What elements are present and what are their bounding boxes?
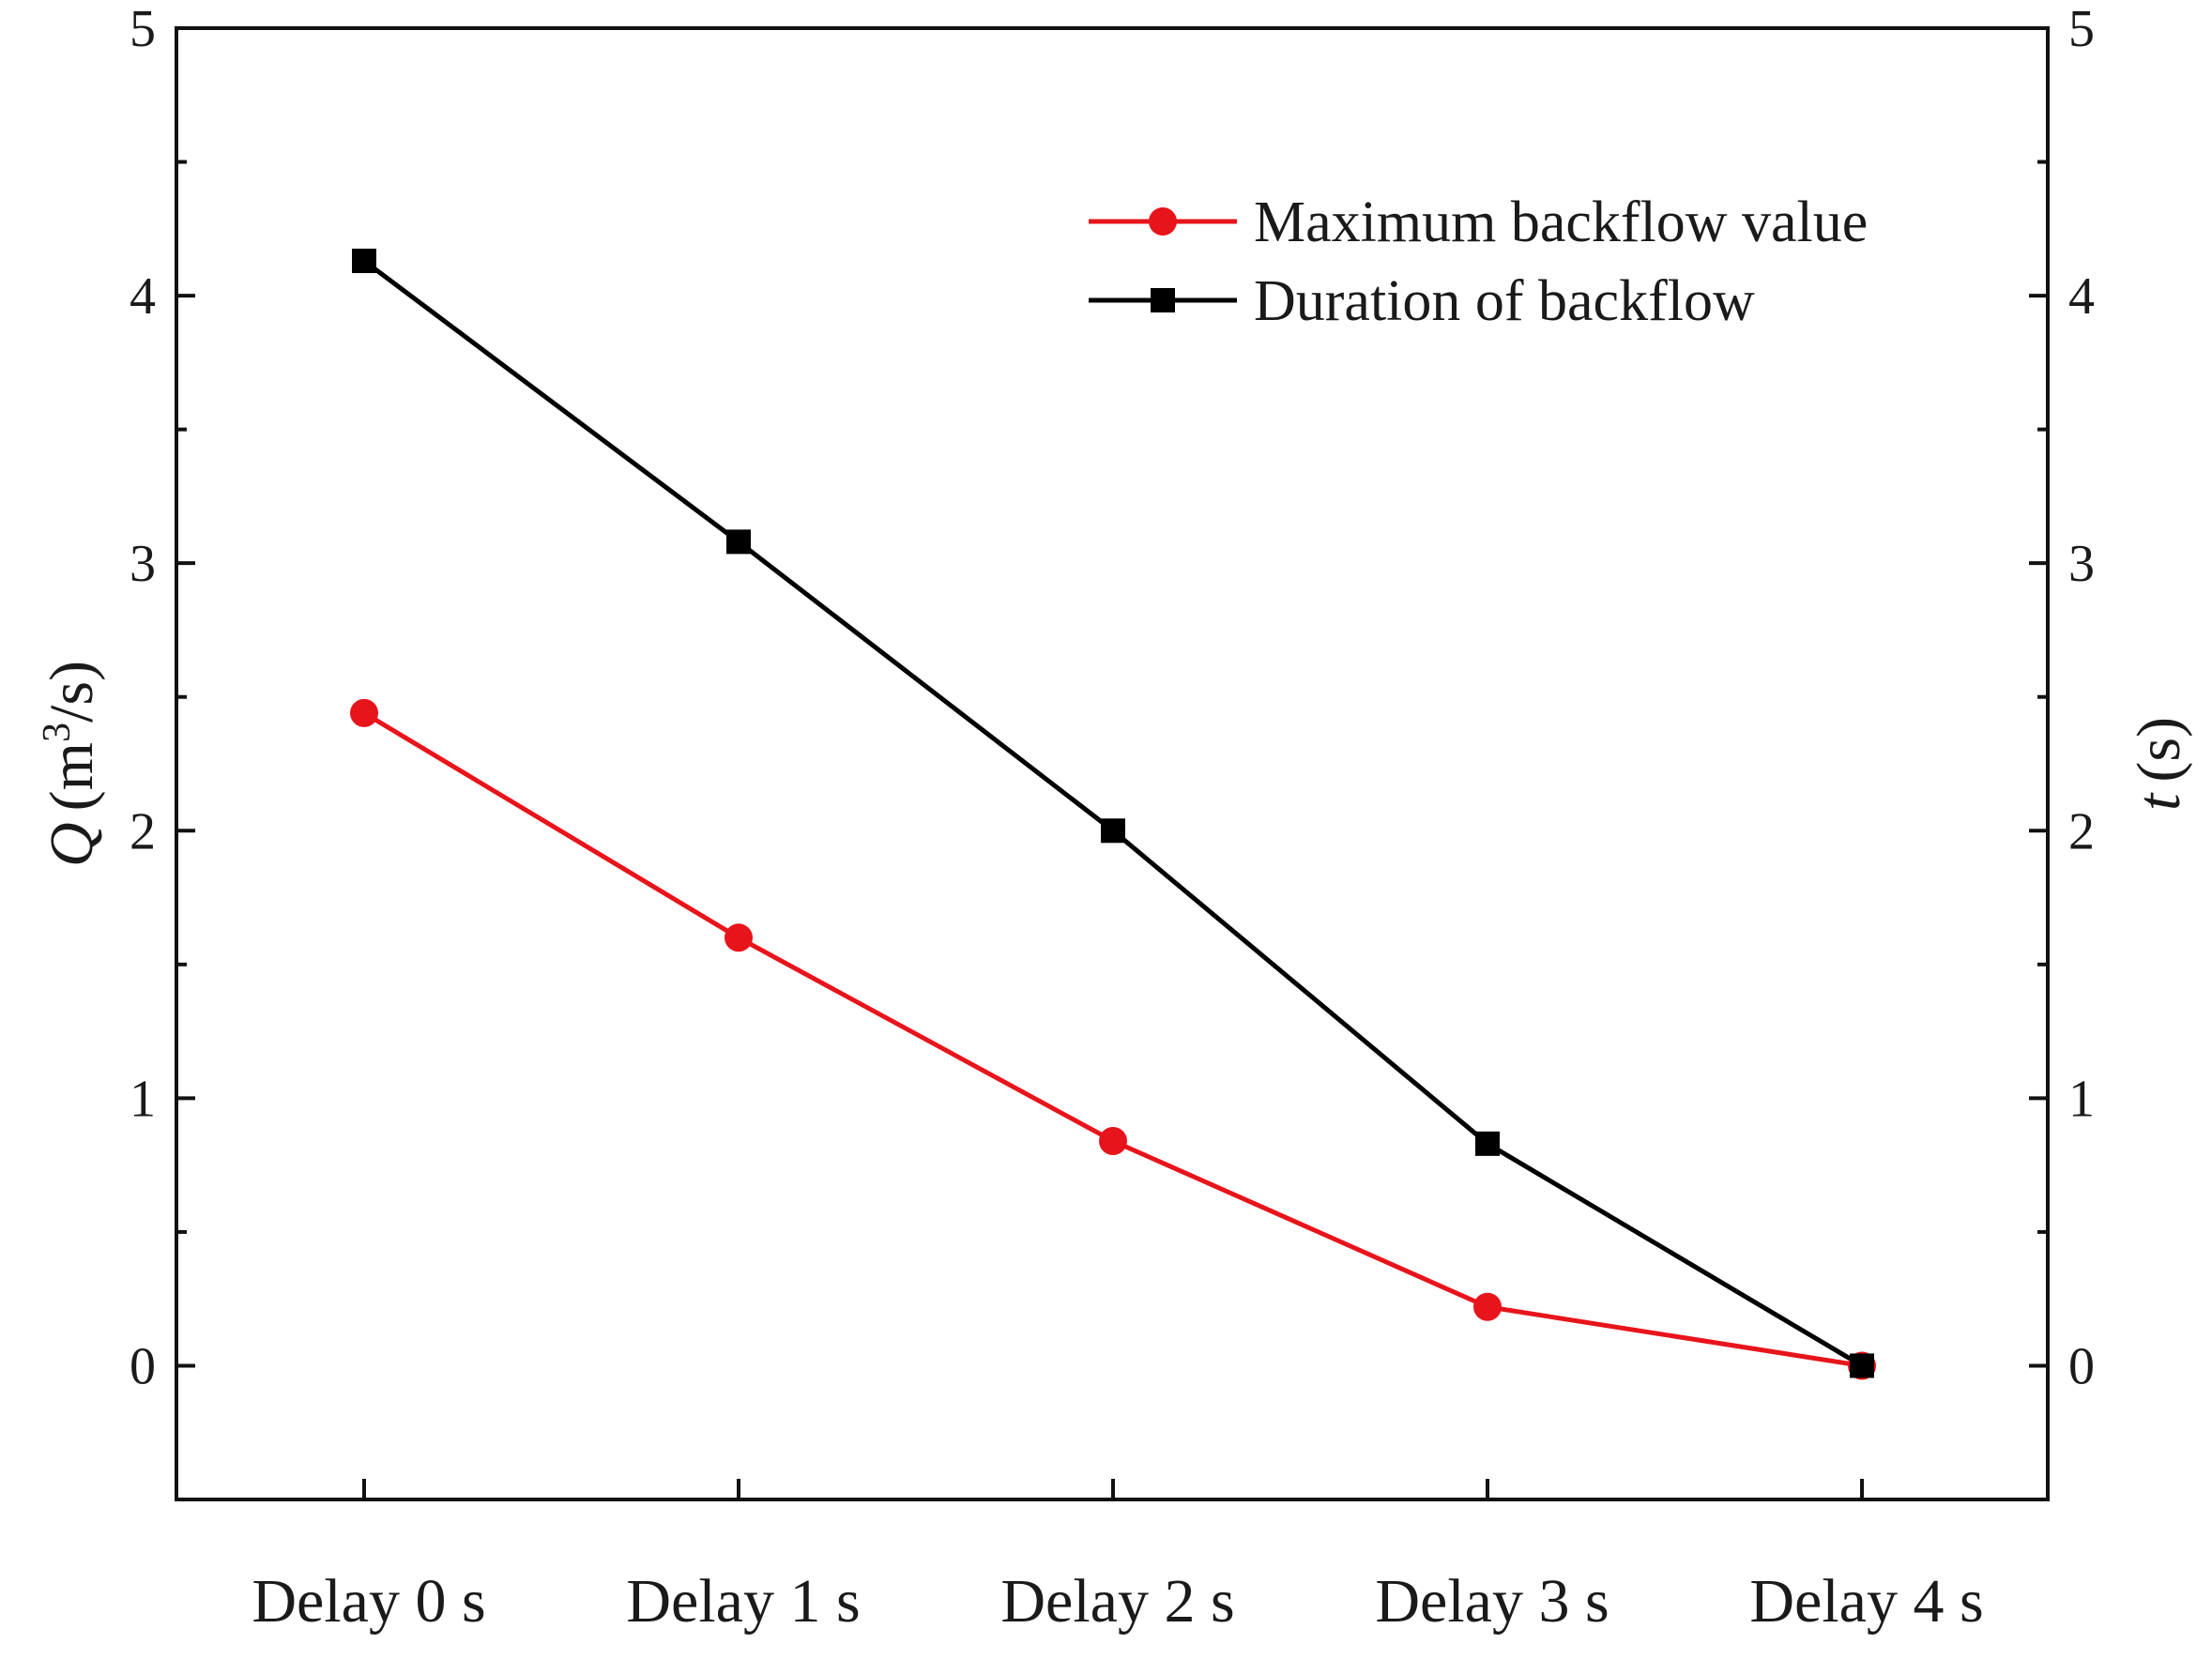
x-axis-category-label: Delay 3 s <box>1375 1567 1609 1636</box>
data-point-duration-backflow <box>352 249 376 274</box>
right-axis-tick-label: 1 <box>2068 1070 2095 1128</box>
data-point-duration-backflow <box>1475 1131 1500 1156</box>
data-point-maximum-backflow <box>725 923 753 952</box>
right-axis-tick-label: 4 <box>2068 267 2095 326</box>
right-axis-title-unit: (s) <box>2125 717 2193 783</box>
legend-marker-circle <box>1149 207 1177 236</box>
left-axis-tick-label: 2 <box>130 802 156 860</box>
data-point-maximum-backflow <box>1099 1126 1127 1155</box>
data-point-maximum-backflow <box>1473 1292 1502 1321</box>
left-axis-tick-label: 5 <box>130 0 156 58</box>
right-axis-tick-label: 3 <box>2068 535 2095 593</box>
data-point-duration-backflow <box>1850 1353 1874 1378</box>
legend-label: Maximum backflow value <box>1254 190 1868 254</box>
x-axis-category-label: Delay 4 s <box>1749 1567 1983 1636</box>
x-axis-category-label: Delay 1 s <box>626 1567 860 1636</box>
data-point-maximum-backflow <box>350 698 378 727</box>
x-axis-category-label: Delay 2 s <box>1000 1567 1234 1636</box>
left-axis-title: Q (m3/s) <box>36 661 106 867</box>
right-axis-tick-label: 0 <box>2068 1337 2095 1395</box>
left-axis-tick-label: 0 <box>130 1337 156 1395</box>
left-axis-tick-label: 4 <box>130 267 156 326</box>
left-axis-title-symbol: Q <box>38 822 106 867</box>
legend-label: Duration of backflow <box>1254 269 1755 333</box>
right-axis-tick-label: 2 <box>2068 802 2095 860</box>
left-axis-title-unit: (m <box>38 742 106 811</box>
legend-marker-square <box>1151 288 1175 312</box>
left-axis-tick-label: 1 <box>130 1070 156 1128</box>
data-point-duration-backflow <box>726 529 751 555</box>
left-axis-title-unit-tail: /s) <box>38 661 106 723</box>
x-axis-category-label: Delay 0 s <box>252 1567 485 1636</box>
series-layer <box>350 249 1876 1380</box>
right-axis-title: t (s) <box>2125 717 2193 811</box>
left-axis-title-unit-superscript: 3 <box>36 723 79 742</box>
left-axis-tick-label: 3 <box>130 535 156 593</box>
right-axis-title-symbol: t <box>2125 792 2193 811</box>
right-axis-tick-label: 5 <box>2068 0 2095 58</box>
data-point-duration-backflow <box>1101 818 1125 844</box>
axes-layer: 0 1 2 3 4 5 0 1 2 3 4 5 Delay 0 s Delay 1 s Delay 2 s D… <box>36 0 2193 1636</box>
legend: Maximum backflow value Duration of backfl… <box>1089 190 1868 333</box>
